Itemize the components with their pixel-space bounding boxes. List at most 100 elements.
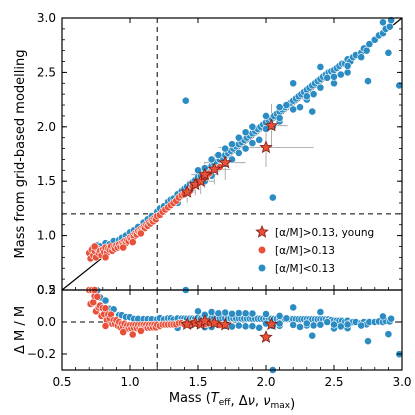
- red-point: [119, 243, 128, 252]
- blue-residual: [248, 322, 257, 331]
- blue-residual: [289, 303, 298, 312]
- blue-point: [289, 79, 298, 88]
- top-y-tick-label: 2.0: [37, 120, 56, 134]
- red-point: [136, 229, 145, 238]
- red-residual: [128, 330, 137, 339]
- blue-residual: [234, 321, 243, 330]
- blue-residual: [194, 307, 202, 316]
- red-point: [90, 242, 99, 251]
- blue-point: [296, 103, 304, 112]
- blue-point: [308, 107, 317, 116]
- star-point: [198, 167, 212, 181]
- blue-residual: [343, 320, 352, 329]
- legend-star-marker: [255, 224, 269, 238]
- top-y-tick-label: 2.5: [37, 65, 56, 79]
- top-y-tick-label: 1.5: [37, 174, 56, 188]
- blue-point: [316, 63, 325, 71]
- star-residual: [259, 330, 273, 343]
- red-point: [101, 253, 110, 262]
- blue-residual: [296, 323, 304, 331]
- blue-point: [384, 48, 393, 57]
- blue-point: [255, 135, 264, 144]
- blue-residual: [289, 321, 298, 329]
- top-y-tick-label: 0.5: [37, 283, 56, 297]
- blue-residual: [364, 337, 372, 346]
- blue-point: [282, 101, 291, 109]
- bottom-ticks: 0.5 1.0 1.5 2.0 2.5 3.0 −0.2 0.0 0.2: [27, 283, 412, 389]
- star-residual: [198, 313, 212, 327]
- blue-residual: [275, 312, 284, 320]
- blue-point: [234, 149, 243, 157]
- top-y-axis-label: Mass from grid-based modelling: [13, 50, 28, 259]
- blue-residual: [234, 309, 243, 318]
- top-data-points: [85, 16, 404, 263]
- blue-residual: [275, 319, 284, 328]
- x-tick-label: 1.0: [120, 375, 139, 389]
- blue-residual: [379, 312, 387, 321]
- blue-point: [241, 128, 250, 137]
- bottom-y-tick-label: −0.2: [27, 347, 56, 361]
- star-residual: [218, 317, 232, 331]
- red-residual: [136, 326, 145, 335]
- blue-point: [302, 92, 311, 101]
- legend-label: [α/M]>0.13, young: [275, 227, 374, 239]
- blue-point: [207, 155, 216, 164]
- top-y-tick-label: 3.0: [37, 11, 56, 25]
- blue-residual: [330, 320, 338, 329]
- blue-point: [323, 73, 332, 82]
- star-point: [218, 155, 232, 169]
- star-residual: [207, 315, 222, 329]
- legend-label: [α/M]>0.13: [275, 245, 335, 257]
- blue-residual: [336, 322, 345, 331]
- blue-point: [364, 77, 372, 86]
- blue-residual: [241, 309, 250, 318]
- blue-residual: [308, 331, 317, 340]
- star-residual: [264, 317, 279, 331]
- top-panel: 0.5 1.0 1.5 2.0 2.5 3.0: [37, 11, 404, 297]
- red-residual: [101, 322, 110, 330]
- bottom-y-tick-label: 0.0: [37, 315, 56, 329]
- legend: [α/M]>0.13, young [α/M]>0.13 [α/M]<0.13: [255, 224, 374, 275]
- blue-residual: [309, 321, 318, 330]
- blue-point: [275, 103, 284, 112]
- blue-point: [336, 70, 345, 79]
- blue-point: [289, 105, 298, 114]
- star-point: [194, 174, 208, 187]
- blue-point: [221, 144, 230, 153]
- blue-point: [309, 90, 318, 99]
- bottom-plot-frame: [61, 289, 403, 371]
- blue-point: [181, 96, 190, 105]
- blue-point: [385, 22, 394, 31]
- blue-residual: [384, 330, 393, 339]
- blue-residual: [221, 308, 230, 317]
- x-tick-label: 2.0: [256, 375, 275, 389]
- red-residual: [119, 328, 128, 337]
- blue-residual: [214, 309, 223, 318]
- legend-circle-marker: [257, 245, 267, 255]
- blue-residual: [255, 323, 264, 332]
- legend-label: [α/M]<0.13: [275, 263, 335, 275]
- x-tick-label: 3.0: [392, 375, 411, 389]
- blue-point: [234, 133, 243, 142]
- blue-residual: [241, 322, 250, 331]
- blue-residual: [101, 296, 110, 305]
- x-tick-label: 2.5: [324, 375, 343, 389]
- top-y-tick-label: 1.0: [37, 229, 56, 243]
- blue-point: [241, 144, 250, 153]
- blue-residual: [262, 310, 270, 318]
- red-residual: [93, 292, 102, 301]
- blue-residual: [302, 319, 311, 328]
- blue-residual: [357, 321, 366, 330]
- blue-residual: [323, 318, 332, 326]
- blue-residual: [282, 314, 291, 323]
- blue-point: [248, 122, 257, 131]
- blue-point: [379, 18, 387, 27]
- blue-point: [330, 72, 338, 81]
- blue-residual: [316, 308, 325, 316]
- blue-point: [330, 79, 338, 88]
- legend-circle-marker: [257, 263, 267, 273]
- blue-residual: [207, 308, 216, 316]
- star-point: [180, 185, 194, 198]
- star-point: [259, 140, 273, 154]
- blue-point: [343, 68, 352, 77]
